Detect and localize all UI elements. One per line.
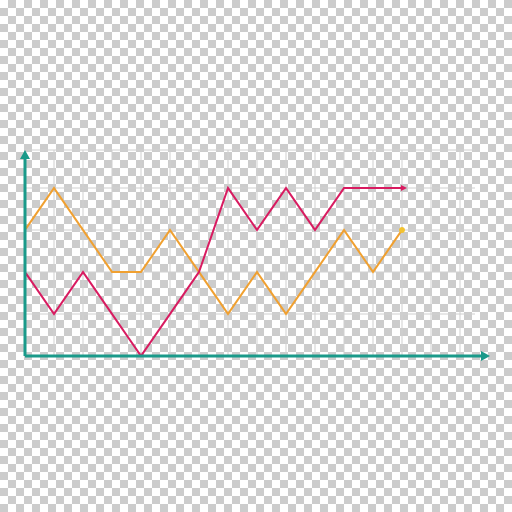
y-axis-arrow: [20, 150, 30, 159]
x-axis-arrow: [481, 351, 490, 361]
series-lines: [24, 185, 407, 358]
axes: [20, 150, 490, 361]
series-end-dot: [399, 227, 405, 233]
series-line-2: [24, 185, 402, 358]
series-end-arrow: [401, 185, 407, 191]
grid: [25, 149, 475, 356]
series-line-1: [24, 186, 403, 316]
